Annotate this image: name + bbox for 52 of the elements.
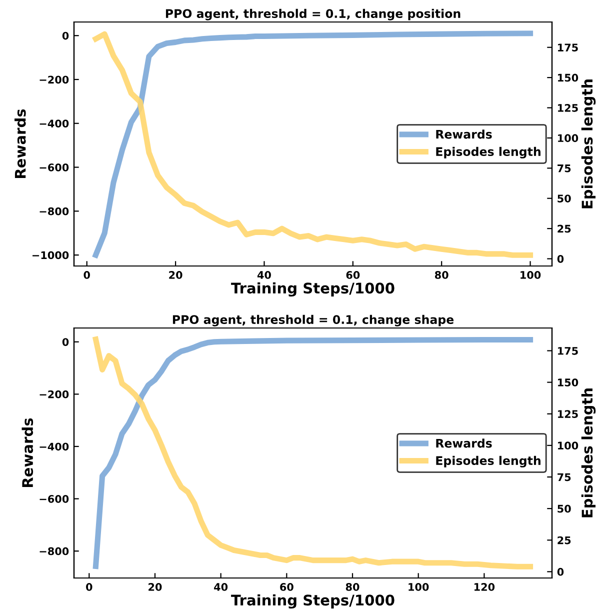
x-tick-label: 0: [86, 583, 92, 591]
legend-label: Rewards: [436, 438, 492, 448]
y-tick-label: 0: [62, 338, 69, 346]
x-tick-label: 120: [474, 583, 495, 591]
y2-tick-label: 75: [558, 164, 571, 172]
y-tick-label: −800: [40, 207, 69, 216]
y-tick-label: −400: [40, 442, 69, 451]
legend-label: Episodes length: [436, 146, 540, 158]
y-tick-label: −1000: [32, 251, 69, 260]
y-tick-label: −400: [40, 120, 69, 128]
y2-tick-label: 100: [558, 442, 578, 450]
y2-tick-label: 0: [557, 568, 564, 576]
y-axis-title: Rewards: [22, 418, 34, 488]
y-tick-label: −800: [40, 547, 69, 556]
y-tick-label: −200: [40, 76, 69, 84]
y2-tick-label: 175: [558, 44, 578, 52]
chart-title: PPO agent, threshold = 0.1, change shape: [172, 314, 454, 326]
y2-tick-label: 100: [558, 134, 578, 142]
y2-tick-label: 25: [558, 536, 571, 544]
y2-tick-label: 25: [558, 224, 571, 233]
y2-tick-label: 125: [558, 104, 578, 112]
legend-label: Episodes length: [436, 456, 540, 468]
x-tick-label: 100: [408, 583, 429, 591]
x-tick-label: 40: [257, 271, 271, 279]
x-axis-title: Training Steps/1000: [231, 282, 394, 297]
chart-title: PPO agent, threshold = 0.1, change position: [166, 8, 460, 20]
y-tick-label: −200: [40, 390, 69, 398]
y2-tick-label: 125: [558, 410, 578, 418]
y2-axis-title: Episodes length: [581, 388, 596, 518]
y-tick-label: −600: [40, 163, 69, 172]
x-tick-label: 20: [169, 271, 182, 279]
y2-tick-label: 50: [558, 194, 571, 202]
y2-tick-label: 0: [557, 254, 564, 263]
y2-tick-label: 150: [558, 74, 578, 82]
x-tick-label: 60: [346, 271, 360, 279]
y2-tick-label: 150: [558, 378, 578, 386]
x-tick-label: 80: [434, 271, 448, 279]
y2-tick-label: 50: [558, 504, 571, 513]
y2-tick-label: 175: [558, 347, 578, 355]
x-tick-label: 20: [148, 583, 162, 591]
x-tick-label: 40: [214, 583, 228, 591]
x-tick-label: 80: [346, 583, 360, 591]
y-tick-label: 0: [62, 32, 69, 40]
legend-label: Rewards: [436, 130, 492, 139]
y-axis-title: Rewards: [14, 109, 26, 178]
y-tick-label: −600: [40, 494, 69, 503]
x-tick-label: 60: [280, 583, 294, 591]
y2-axis-title: Episodes length: [581, 80, 596, 208]
y2-tick-label: 75: [558, 473, 571, 482]
x-tick-label: 0: [84, 271, 90, 279]
x-axis-title: Training Steps/1000: [231, 594, 394, 609]
x-tick-label: 100: [520, 271, 541, 279]
